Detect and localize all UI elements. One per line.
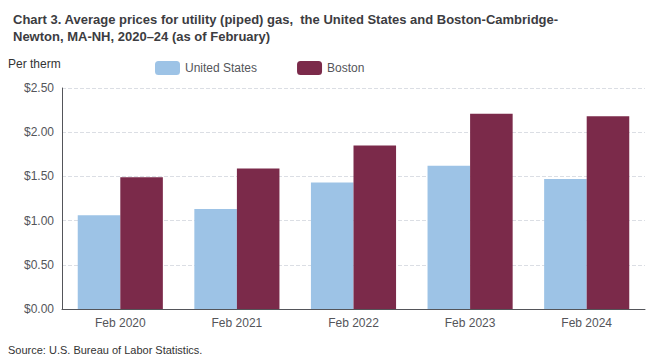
svg-text:Feb 2022: Feb 2022 <box>328 316 379 330</box>
svg-text:Feb 2023: Feb 2023 <box>445 316 496 330</box>
svg-text:$2.50: $2.50 <box>24 81 54 95</box>
svg-text:$1.50: $1.50 <box>24 169 54 183</box>
svg-text:Feb 2021: Feb 2021 <box>212 316 263 330</box>
svg-text:Feb 2024: Feb 2024 <box>561 316 612 330</box>
svg-text:$0.50: $0.50 <box>24 258 54 272</box>
svg-text:Feb 2020: Feb 2020 <box>95 316 146 330</box>
svg-text:Boston: Boston <box>327 61 364 75</box>
svg-text:Newton, MA-NH, 2020–24 (as of: Newton, MA-NH, 2020–24 (as of February) <box>13 29 270 44</box>
svg-text:$1.00: $1.00 <box>24 214 54 228</box>
svg-text:$2.00: $2.00 <box>24 125 54 139</box>
svg-text:Per therm: Per therm <box>8 57 61 71</box>
svg-text:Source: U.S. Bureau of Labor S: Source: U.S. Bureau of Labor Statistics. <box>8 344 202 356</box>
svg-text:United States: United States <box>185 61 257 75</box>
svg-text:Chart 3. Average prices for ut: Chart 3. Average prices for utility (pip… <box>13 12 558 27</box>
svg-text:$0.00: $0.00 <box>24 302 54 316</box>
